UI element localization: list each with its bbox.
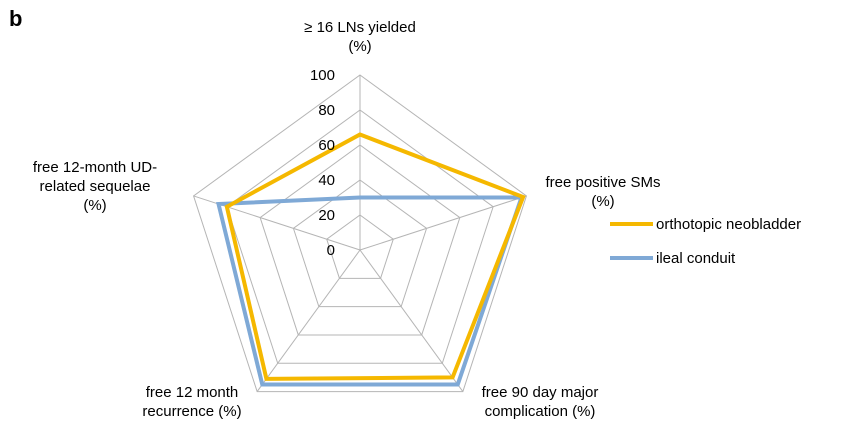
tick-label: 20: [318, 207, 335, 224]
axis-labels: ≥ 16 LNs yielded (%) free positive SMs (%) f…: [33, 19, 661, 420]
legend-label: orthotopic neobladder: [656, 216, 801, 233]
grid-spoke: [359, 195, 527, 251]
axis-label: free 12-month UD-related sequelae (%): [33, 159, 157, 214]
grid-spoke: [256, 249, 361, 392]
grid-ring: [226, 109, 494, 364]
series-ileal-conduit: [216, 195, 525, 387]
grid-spoke: [359, 249, 464, 392]
grid-ring: [326, 214, 394, 279]
axis-label: free 90 day major complication (%): [482, 384, 599, 420]
grid-ring: [192, 74, 528, 393]
radar-grid: [192, 74, 528, 393]
radar-ticks: 0 20 40 60 80 100: [310, 67, 335, 259]
tick-label: 100: [310, 67, 335, 84]
axis-label: free positive SMs (%): [545, 174, 660, 210]
tick-label: 0: [327, 242, 335, 259]
grid-ring: [259, 144, 461, 336]
tick-label: 40: [318, 172, 335, 189]
panel-label: b: [9, 6, 23, 31]
series-orthotopic-neobladder: [224, 132, 526, 381]
radar-series: [216, 132, 526, 387]
tick-label: 60: [318, 137, 335, 154]
tick-label: 80: [318, 102, 335, 119]
axis-label: ≥ 16 LNs yielded (%): [304, 19, 416, 55]
grid-ring: [292, 179, 428, 308]
legend: orthotopic neobladder ileal conduit: [610, 216, 801, 267]
axis-label: free 12 month recurrence (%): [142, 384, 241, 420]
legend-label: ileal conduit: [656, 250, 736, 267]
